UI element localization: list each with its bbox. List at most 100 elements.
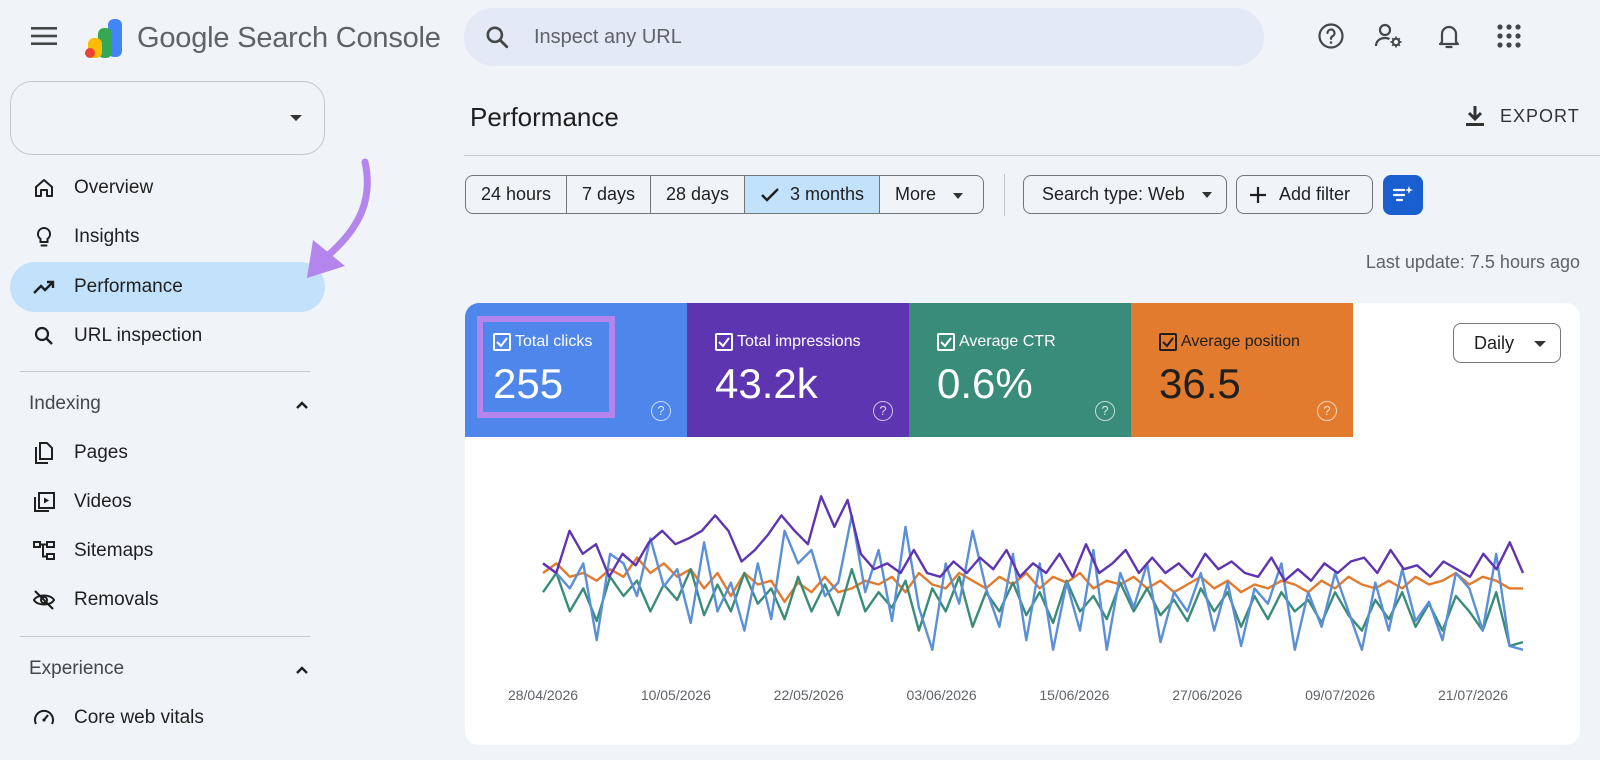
section-title-indexing[interactable]: Indexing	[29, 393, 101, 414]
checkbox-checked-icon[interactable]	[715, 333, 733, 351]
sidebar-item-label: Sitemaps	[74, 540, 154, 561]
chevron-up-icon[interactable]	[292, 660, 312, 680]
search-type-label: Search type: Web	[1042, 184, 1185, 204]
add-filter-button[interactable]: Add filter	[1236, 175, 1373, 214]
export-label: EXPORT	[1500, 105, 1580, 126]
checkbox-checked-icon[interactable]	[1159, 333, 1177, 351]
search-type-dropdown[interactable]: Search type: Web	[1023, 175, 1227, 214]
sidebar-item-sitemaps[interactable]: Sitemaps	[10, 526, 325, 576]
video-icon	[34, 492, 55, 512]
sidebar-item-performance[interactable]: Performance	[10, 262, 325, 312]
sidebar-divider	[20, 371, 310, 372]
last-update-text: Last update: 7.5 hours ago	[1365, 252, 1580, 272]
highlight-box	[477, 316, 615, 418]
search-icon	[34, 326, 53, 345]
search-console-logo[interactable]	[82, 16, 126, 60]
x-tick-label: 03/06/2026	[907, 687, 977, 703]
metric-value: 43.2k	[715, 360, 818, 407]
inspect-url-input[interactable]	[534, 18, 1234, 56]
metric-value: 255	[493, 360, 564, 407]
range-label: 3 months	[789, 184, 865, 204]
property-selector[interactable]	[10, 81, 325, 155]
sidebar-item-label: Insights	[74, 226, 140, 247]
sidebar-item-overview[interactable]: Overview	[10, 163, 325, 213]
range-7-days[interactable]: 7 days	[566, 175, 651, 214]
sidebar-item-label: Performance	[74, 276, 183, 297]
granularity-label: Daily	[1474, 332, 1515, 353]
download-icon	[1466, 106, 1484, 126]
help-icon[interactable]: ?	[873, 401, 893, 421]
brand-product: Search Console	[237, 22, 441, 54]
help-icon[interactable]	[1315, 20, 1347, 52]
sidebar-item-label: Pages	[74, 442, 128, 463]
range-24-hours[interactable]: 24 hours	[465, 175, 567, 214]
pages-icon	[35, 442, 53, 464]
sidebar-item-insights[interactable]: Insights	[10, 212, 325, 262]
sidebar-item-pages[interactable]: Pages	[10, 428, 325, 478]
filter-settings-button[interactable]	[1383, 175, 1423, 215]
speed-icon	[34, 709, 54, 725]
sidebar-item-label: URL inspection	[74, 325, 203, 346]
manage-users-icon[interactable]	[1373, 20, 1405, 52]
metric-label: Average position	[1181, 333, 1300, 350]
sidebar-item-label: Videos	[74, 491, 132, 512]
metric-value: 36.5	[1159, 360, 1241, 407]
sidebar-item-label: Core web vitals	[74, 707, 204, 728]
top-bar: Google Search Console	[0, 0, 1600, 72]
x-tick-label: 10/05/2026	[641, 687, 711, 703]
sidebar-item-core-web-vitals[interactable]: Core web vitals	[10, 693, 325, 743]
add-filter-label: Add filter	[1279, 184, 1351, 204]
eye-off-icon	[32, 590, 56, 610]
filter-sparkle-icon	[1392, 186, 1413, 202]
x-tick-label: 15/06/2026	[1039, 687, 1109, 703]
sidebar-item-url-inspection[interactable]: URL inspection	[10, 311, 325, 361]
metric-average-ctr[interactable]: Average CTR 0.6% ?	[909, 303, 1131, 437]
range-3-months[interactable]: 3 months	[744, 175, 880, 214]
range-label: More	[895, 184, 937, 204]
sidebar-item-removals[interactable]: Removals	[10, 575, 325, 625]
export-button[interactable]: EXPORT	[1464, 100, 1580, 132]
toolbar-separator	[1004, 174, 1005, 216]
chevron-down-icon	[290, 115, 302, 121]
apps-grid-icon[interactable]	[1493, 20, 1525, 52]
sidebar-divider	[20, 636, 310, 637]
help-icon[interactable]: ?	[1095, 401, 1115, 421]
page-title: Performance	[470, 102, 619, 132]
lightbulb-icon	[36, 226, 52, 247]
series-line-average-position	[542, 556, 1523, 604]
home-icon	[35, 179, 53, 197]
sidebar-item-label: Overview	[74, 177, 154, 198]
x-tick-label: 27/06/2026	[1172, 687, 1242, 703]
url-inspect-bar[interactable]	[464, 8, 1264, 66]
range-more[interactable]: More	[879, 175, 984, 214]
checkbox-checked-icon[interactable]	[937, 333, 955, 351]
notifications-icon[interactable]	[1433, 20, 1465, 52]
x-tick-label: 22/05/2026	[774, 687, 844, 703]
plus-icon	[1250, 186, 1266, 203]
performance-card: Total clicks 255 ? Total impressions 43.…	[465, 303, 1580, 745]
metric-label: Average CTR	[959, 333, 1056, 350]
metric-average-position[interactable]: Average position 36.5 ?	[1131, 303, 1353, 437]
caret-down-icon	[1202, 192, 1212, 198]
section-title-experience[interactable]: Experience	[29, 658, 125, 679]
trending-up-icon	[33, 280, 55, 294]
metric-total-impressions[interactable]: Total impressions 43.2k ?	[687, 303, 909, 437]
help-icon[interactable]: ?	[651, 401, 671, 421]
metric-total-clicks[interactable]: Total clicks 255 ?	[465, 303, 687, 437]
metric-label: Total impressions	[737, 333, 861, 350]
performance-chart: 28/04/2026 10/05/2026 22/05/2026 03/06/2026…	[508, 495, 1525, 703]
checkbox-checked-icon[interactable]	[493, 333, 511, 351]
main-menu-icon[interactable]	[30, 22, 58, 50]
check-icon	[761, 187, 779, 202]
sidebar-item-videos[interactable]: Videos	[10, 477, 325, 527]
metric-value: 0.6%	[937, 360, 1033, 407]
metric-label: Total clicks	[515, 333, 593, 350]
caret-down-icon	[953, 193, 963, 199]
x-tick-label: 28/04/2026	[508, 687, 578, 703]
range-28-days[interactable]: 28 days	[650, 175, 745, 214]
product-name: Google Search Console	[137, 22, 441, 55]
granularity-dropdown[interactable]: Daily	[1453, 323, 1561, 363]
sitemap-icon	[33, 541, 55, 560]
help-icon[interactable]: ?	[1317, 401, 1337, 421]
chevron-up-icon[interactable]	[292, 395, 312, 415]
